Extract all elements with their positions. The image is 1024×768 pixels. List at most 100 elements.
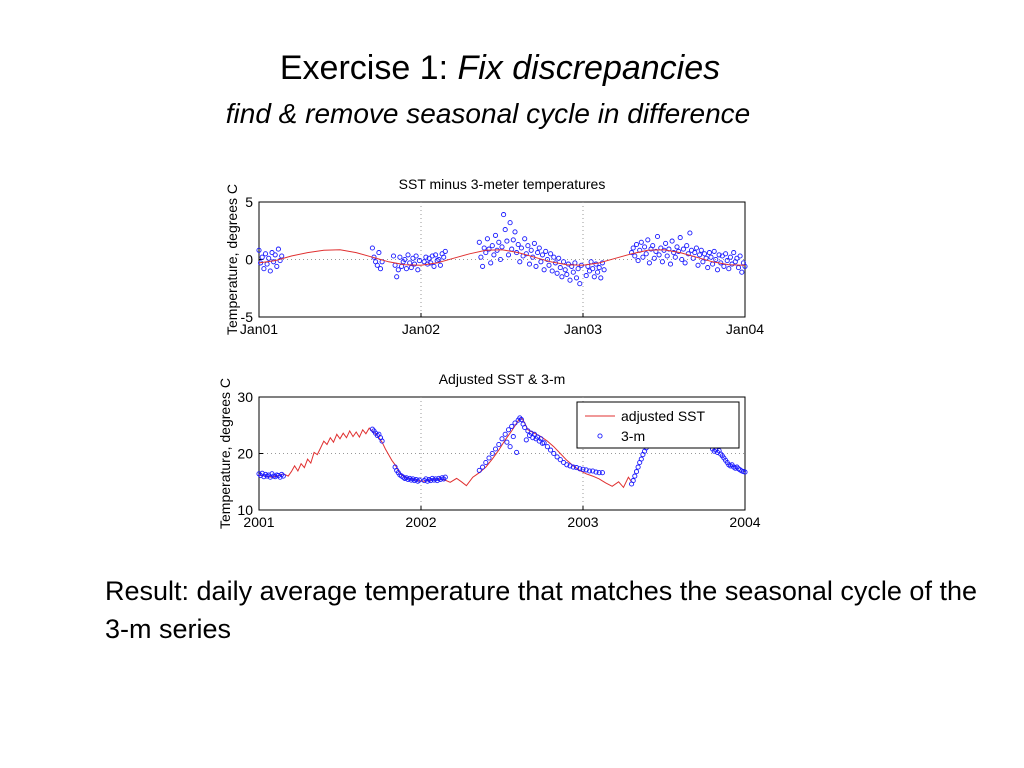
data-point [676, 248, 682, 254]
data-point [405, 252, 411, 258]
y-tick-label: 0 [245, 252, 253, 268]
data-point [258, 260, 264, 266]
data-point [549, 268, 555, 274]
data-point [573, 275, 580, 281]
data-point [629, 250, 635, 256]
data-point [489, 450, 495, 457]
data-point [492, 232, 499, 238]
data-point [531, 431, 537, 437]
x-tick-label: Jan01 [240, 321, 278, 337]
data-point [601, 267, 607, 273]
data-point [394, 274, 400, 280]
data-point [544, 444, 550, 450]
data-point [688, 247, 695, 253]
data-point [546, 262, 552, 268]
x-tick-label: Jan03 [564, 321, 602, 337]
data-point [671, 250, 677, 256]
legend-label: 3-m [621, 428, 645, 444]
data-point [573, 465, 580, 471]
y-tick-label: -5 [241, 309, 254, 325]
data-point [486, 246, 492, 252]
y-axis-label: Temperature, degrees C [217, 378, 233, 529]
data-point [667, 261, 674, 267]
data-point [507, 444, 513, 450]
data-point [654, 233, 661, 240]
chart-adjusted-sst: 2001 2002 2003 2004 10 20 30 Adjusted SST & 3-m… [217, 371, 761, 530]
data-point [275, 246, 281, 252]
data-point [742, 263, 748, 269]
data-point [442, 474, 448, 480]
data-point [502, 431, 508, 437]
data-point [416, 258, 422, 264]
data-point [272, 252, 278, 258]
data-point [436, 256, 442, 263]
data-point [590, 468, 596, 474]
data-point [642, 244, 648, 250]
data-point [692, 250, 698, 256]
data-point [486, 455, 492, 461]
data-point [535, 250, 541, 256]
data-point [476, 467, 482, 473]
data-point [562, 267, 568, 273]
data-point [551, 254, 557, 260]
data-point [522, 424, 528, 431]
data-point [677, 235, 683, 241]
data-point [713, 256, 719, 263]
slide-title: Exercise 1: Fix discrepancies [0, 48, 1000, 88]
x-tick-label: 2002 [405, 514, 436, 530]
data-point [510, 237, 516, 243]
data-point [514, 449, 520, 455]
data-point [501, 212, 507, 218]
legend-label: adjusted SST [621, 408, 705, 424]
y-tick-label: 10 [237, 502, 253, 518]
data-point [650, 243, 656, 249]
data-point [390, 253, 397, 259]
data-point [698, 247, 704, 253]
data-point [522, 236, 528, 242]
data-point [533, 263, 539, 269]
chart-sst-minus-3m: Jan01 Jan02 Jan03 Jan04 -5 0 5 SST minus 3-mete… [224, 176, 764, 337]
data-point [567, 277, 573, 283]
data-point [554, 454, 560, 460]
data-point [499, 436, 505, 442]
data-point [564, 462, 570, 468]
data-point [672, 254, 678, 260]
data-point [557, 457, 563, 463]
data-point [659, 259, 665, 265]
data-point [630, 245, 636, 251]
data-point [737, 253, 743, 259]
data-point [706, 250, 712, 256]
data-point [739, 269, 745, 275]
data-point [374, 262, 380, 268]
data-point [583, 273, 589, 279]
data-point [714, 267, 721, 273]
data-point [507, 220, 513, 226]
data-point [666, 246, 672, 252]
data-point [630, 478, 636, 484]
data-point [496, 441, 502, 448]
data-point [502, 227, 508, 233]
data-point [663, 240, 669, 246]
chart-title: Adjusted SST & 3-m [439, 371, 566, 387]
data-point [632, 473, 638, 479]
figure-panels: Jan01 Jan02 Jan03 Jan04 -5 0 5 SST minus 3-mete… [217, 176, 764, 530]
data-point [598, 275, 604, 281]
chart-title: SST minus 3-meter temperatures [399, 176, 606, 192]
data-point [415, 267, 421, 273]
data-point [379, 438, 385, 444]
data-point [729, 261, 735, 267]
data-point [559, 274, 565, 280]
data-point [564, 271, 570, 278]
data-point [723, 251, 729, 257]
data-point [570, 269, 576, 275]
data-point [437, 262, 443, 268]
data-point [528, 247, 534, 253]
data-point [569, 263, 575, 269]
data-point [259, 254, 265, 260]
data-point [395, 267, 401, 273]
data-point [575, 266, 581, 272]
data-point [478, 254, 484, 260]
data-point [590, 266, 596, 272]
data-point [262, 251, 269, 257]
data-point [593, 469, 599, 475]
